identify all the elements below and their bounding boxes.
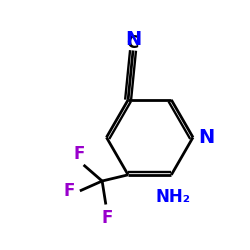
Text: N: N bbox=[125, 30, 141, 49]
Text: NH₂: NH₂ bbox=[155, 188, 190, 206]
Text: F: F bbox=[102, 209, 113, 227]
Text: F: F bbox=[63, 182, 74, 200]
Text: N: N bbox=[198, 128, 215, 147]
Text: C: C bbox=[126, 34, 138, 52]
Text: F: F bbox=[74, 145, 85, 163]
